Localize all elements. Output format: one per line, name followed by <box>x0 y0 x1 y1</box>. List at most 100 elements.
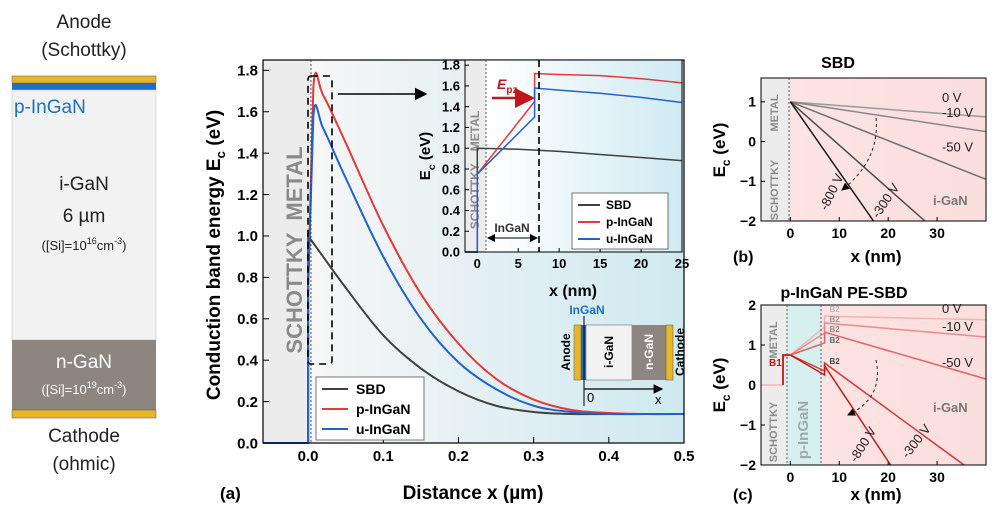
ingan-bracket-label: InGaN <box>494 221 529 235</box>
y-tick-label: −1 <box>740 417 756 433</box>
panel-a-metal-region <box>263 60 311 443</box>
panel-b: SBD 0 10 20 30 −2 −1 0 1 METAL SCHOTTKY i-GaN 0… <box>710 55 987 266</box>
legend-entry: SBD <box>356 381 386 397</box>
y-tick-label: 1.0 <box>237 228 258 245</box>
y-tick-label: 0.8 <box>442 162 460 177</box>
curve-label: 0 V <box>942 301 962 316</box>
x-tick-label: 10 <box>552 256 566 271</box>
y-tick-label: 0.6 <box>237 311 258 328</box>
panel-c-frame <box>760 304 987 466</box>
epz-label: Epz <box>497 76 517 96</box>
panel-b-series <box>789 101 987 222</box>
b2-label: B2 <box>829 315 840 324</box>
legend-entry: SBD <box>606 198 632 212</box>
b2-label: B2 <box>829 336 840 345</box>
n-doping: ([Si]=1019cm-3) <box>42 380 127 397</box>
panel-c-bias-arrow <box>847 359 878 416</box>
panel-c-xlabel: x (nm) <box>851 485 902 504</box>
y-tick-label: 2 <box>748 297 756 313</box>
legend-entry: p-InGaN <box>356 401 410 417</box>
y-tick-label: 0.0 <box>442 245 460 260</box>
panel-c-ticks: 0 10 20 30 −2 −1 0 1 2 <box>740 297 945 485</box>
series-line--800-v <box>789 101 875 222</box>
inset-frame <box>464 59 683 253</box>
y-tick-label: 0.2 <box>237 394 258 411</box>
panel-b-schottky-label: SCHOTTKY <box>769 159 781 220</box>
cathode-label: Cathode <box>48 426 120 447</box>
y-tick-label: −1 <box>740 173 756 189</box>
schem-igan-label: i-GaN <box>602 336 616 368</box>
schem-ngan-label: n-GaN <box>642 334 656 370</box>
p-ingan-layer <box>12 83 156 90</box>
inset-legend: SBD p-InGaN u-InGaN <box>571 192 669 250</box>
y-tick-label: 0 <box>748 377 756 393</box>
cathode-metal <box>11 409 157 419</box>
x-tick-label: 10 <box>831 469 847 485</box>
curve-label: -50 V <box>942 355 973 370</box>
x-tick-label: 25 <box>675 256 689 271</box>
panel-a-ylabel: Conduction band energy Ec (eV) <box>204 110 228 400</box>
series-line--10-v <box>790 101 987 133</box>
curve-label: -10 V <box>942 319 973 334</box>
x-tick-label: 0.2 <box>448 448 469 465</box>
p-layer-label: p-InGaN <box>14 97 86 118</box>
x-tick-label: 20 <box>880 469 896 485</box>
panel-b-semiconductor-region <box>789 78 986 221</box>
y-tick-label: 0.4 <box>237 352 259 369</box>
x-tick-label: 0 <box>786 469 794 485</box>
y-tick-label: 0 <box>748 133 756 149</box>
legend-entry: u-InGaN <box>356 421 410 437</box>
panel-b-metal-region <box>761 78 789 221</box>
panel-c-schottky-label: SCHOTTKY <box>768 401 780 462</box>
y-tick-label: 1 <box>748 94 756 110</box>
panel-a-letter: (a) <box>220 484 241 503</box>
curve-label: 0 V <box>942 90 962 105</box>
b2-label: B2 <box>829 305 840 314</box>
y-tick-label: −2 <box>740 213 756 229</box>
schem-anode-metal <box>573 324 582 381</box>
panel-b-metal-label: METAL <box>769 94 781 131</box>
ingan-label-bg <box>490 220 535 234</box>
x-tick-label: 0.5 <box>674 448 695 465</box>
panel-c-pingan-label: p-InGaN <box>795 401 812 459</box>
x-tick-label: 10 <box>831 225 847 241</box>
inset-region-label: SCHOTTKYMETAL <box>468 111 482 229</box>
series-line-u-ingan <box>263 104 684 444</box>
inset-ticks: 0 5 10 15 20 25 0.0 0.2 0.4 0.6 0.8 1.0 1.2 1.4 1.6 1.8 <box>442 58 689 271</box>
panel-b-igan-label: i-GaN <box>933 193 968 208</box>
panel-a-legend: SBD p-InGaN u-InGaN <box>315 376 425 441</box>
y-tick-label: 0.2 <box>442 224 460 239</box>
x-tick-label: 0 <box>786 225 794 241</box>
x-tick-label: 20 <box>634 256 648 271</box>
y-tick-label: 1.2 <box>442 120 460 135</box>
panel-c-metal-label: METAL <box>768 321 780 358</box>
legend-entry: u-InGaN <box>606 232 653 246</box>
series-line-p-ingan <box>263 71 685 444</box>
inset-metal-region <box>465 60 486 252</box>
y-tick-label: 0.6 <box>442 182 460 197</box>
panel-a-series <box>263 71 685 444</box>
i-doping: ([Si]=1016cm-3) <box>42 236 127 253</box>
y-tick-label: 1 <box>748 337 756 353</box>
series-line--10-v <box>789 322 987 356</box>
x-tick-label: 0 <box>474 256 481 271</box>
x-tick-label: 20 <box>880 225 896 241</box>
panel-a-region-label: SCHOTTKYMETAL <box>282 146 307 353</box>
series-line--800-v <box>789 354 892 466</box>
panel-b-bias-arrow <box>841 117 877 191</box>
i-thickness: 6 µm <box>63 206 106 227</box>
series-line-0-v <box>790 101 987 118</box>
y-tick-label: 1.6 <box>237 104 258 121</box>
panel-c: p-InGaN PE-SBD 0 10 20 30 −2 −1 0 1 2 METAL SCHO… <box>710 285 987 504</box>
series-line--50-v <box>790 331 987 380</box>
x-tick-label: 30 <box>929 469 945 485</box>
n-layer-label: n-GaN <box>56 352 112 373</box>
panel-c-pingan-region <box>787 305 821 465</box>
inset-xlabel: x (nm) <box>549 283 597 300</box>
y-tick-label: 1.6 <box>442 78 460 93</box>
inset-ylabel: Ec (eV) <box>417 132 438 180</box>
y-tick-label: 1.8 <box>442 58 460 73</box>
zoom-box <box>307 75 333 365</box>
